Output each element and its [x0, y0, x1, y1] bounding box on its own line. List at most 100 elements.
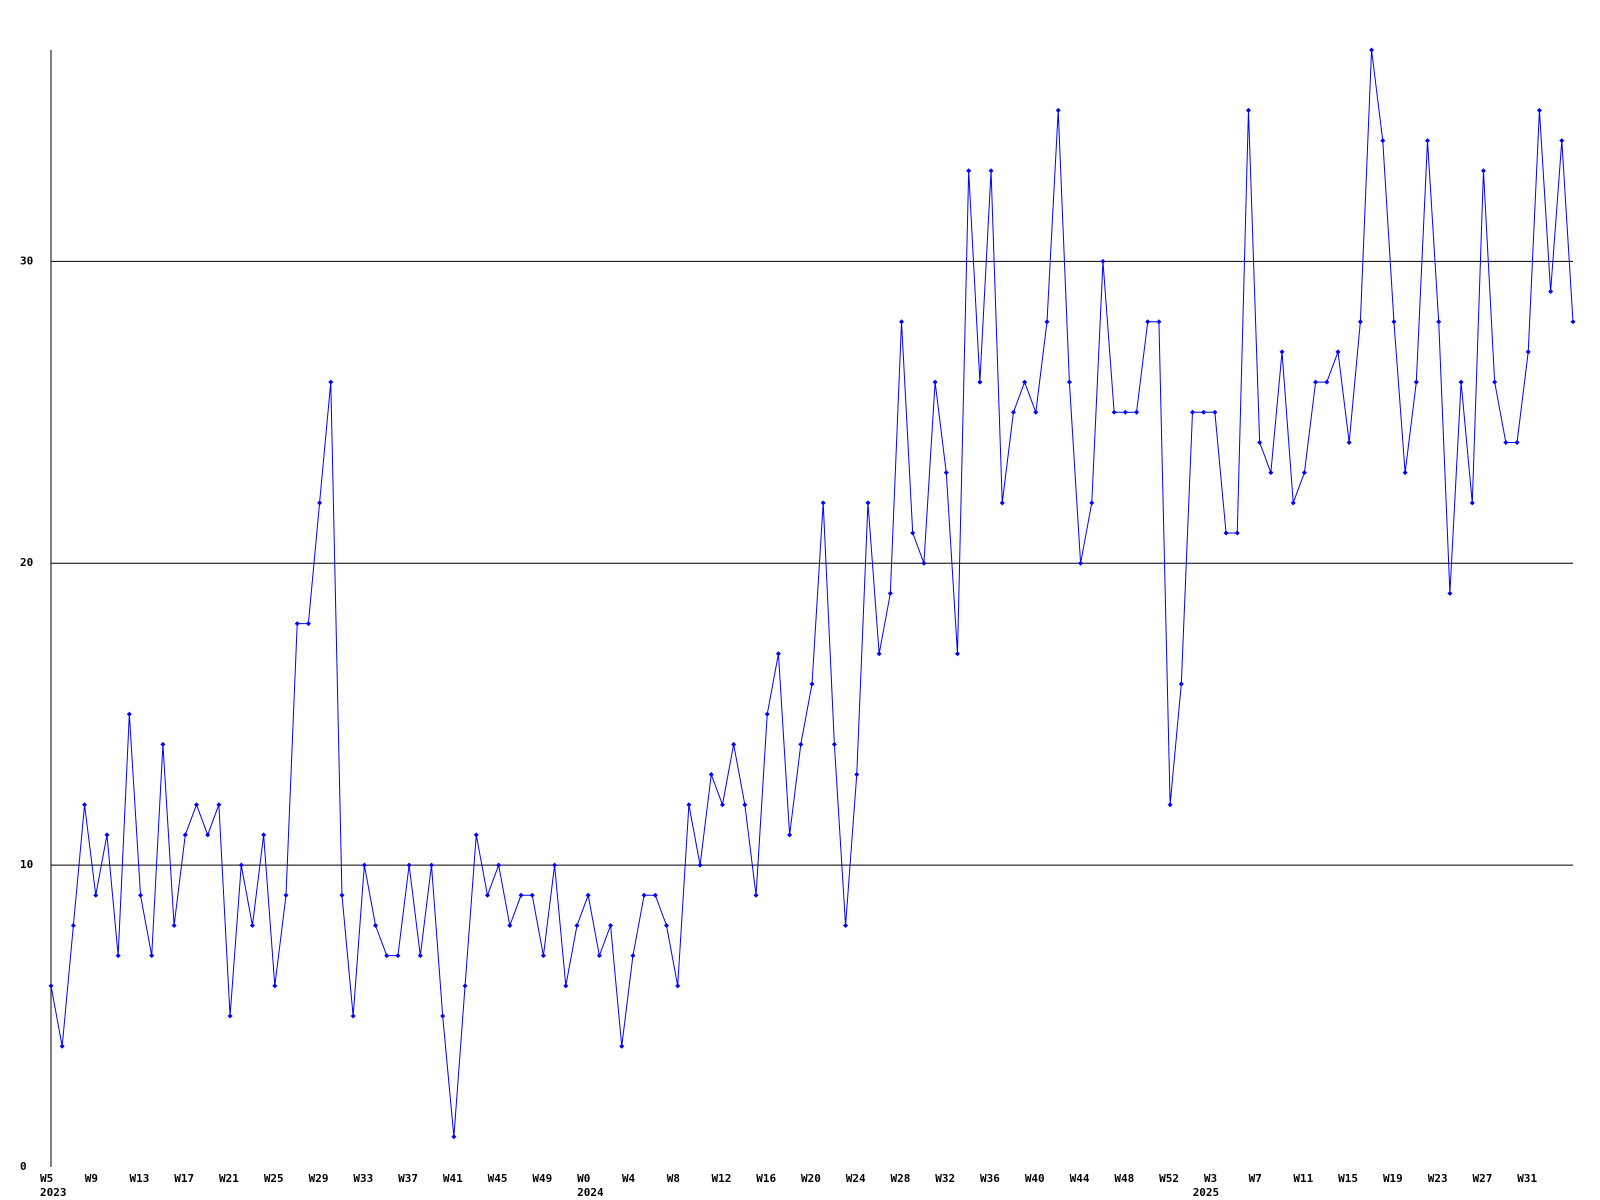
point [932, 379, 938, 385]
point [630, 953, 636, 959]
point [1480, 168, 1486, 174]
y-tick-label: 30 [20, 254, 33, 267]
x-tick-label: W12 [711, 1172, 731, 1185]
point [552, 862, 558, 868]
x-tick-label: W24 [846, 1172, 866, 1185]
point [608, 922, 614, 928]
point [876, 651, 882, 657]
x-tick-label: W44 [1070, 1172, 1090, 1185]
point [126, 711, 132, 717]
y-tick-label: 0 [20, 1160, 27, 1173]
point [1559, 138, 1565, 144]
point [1380, 138, 1386, 144]
point [70, 922, 76, 928]
point [1055, 107, 1061, 113]
point [910, 530, 916, 536]
point [1078, 560, 1084, 566]
point [462, 983, 468, 989]
point [1134, 409, 1140, 415]
point [395, 953, 401, 959]
point [272, 983, 278, 989]
point [1548, 289, 1554, 295]
point [529, 892, 535, 898]
point [1257, 439, 1263, 445]
point [831, 741, 837, 747]
y-tick-label: 20 [20, 556, 33, 569]
point [1234, 530, 1240, 536]
point [809, 681, 815, 687]
point [1033, 409, 1039, 415]
point [350, 1013, 356, 1019]
point [115, 953, 121, 959]
point [675, 983, 681, 989]
point [719, 802, 725, 808]
point [406, 862, 412, 868]
point [1022, 379, 1028, 385]
point [865, 500, 871, 506]
point [1447, 590, 1453, 596]
x-group-label: 2024 [577, 1186, 604, 1199]
x-tick-label: W21 [219, 1172, 239, 1185]
point [193, 802, 199, 808]
point [1111, 409, 1117, 415]
point [731, 741, 737, 747]
point [518, 892, 524, 898]
point [899, 319, 905, 325]
point [1335, 349, 1341, 355]
x-tick-label: W16 [756, 1172, 776, 1185]
point [283, 892, 289, 898]
point [1413, 379, 1419, 385]
x-group-label: 2025 [1193, 1186, 1220, 1199]
point [1201, 409, 1207, 415]
x-tick-label: W31 [1517, 1172, 1537, 1185]
line [50, 49, 1574, 1137]
point [182, 832, 188, 838]
point [1503, 439, 1509, 445]
point [1145, 319, 1151, 325]
point [305, 621, 311, 627]
x-tick-label: W5 [40, 1172, 53, 1185]
point [1313, 379, 1319, 385]
point [82, 802, 88, 808]
point [1525, 349, 1531, 355]
x-tick-label: W32 [935, 1172, 955, 1185]
point [48, 983, 54, 989]
x-tick-label: W36 [980, 1172, 1000, 1185]
point [697, 862, 703, 868]
point [1346, 439, 1352, 445]
x-tick-label: W4 [622, 1172, 636, 1185]
point [921, 560, 927, 566]
point [1290, 500, 1296, 506]
x-tick-label: W33 [353, 1172, 373, 1185]
point [1458, 379, 1464, 385]
x-tick-label: W27 [1472, 1172, 1492, 1185]
point [227, 1013, 233, 1019]
point [1514, 439, 1520, 445]
point [585, 892, 591, 898]
x-tick-label: W3 [1204, 1172, 1217, 1185]
point [373, 922, 379, 928]
point [787, 832, 793, 838]
point [977, 379, 983, 385]
x-tick-label: W41 [443, 1172, 463, 1185]
point [104, 832, 110, 838]
point [574, 922, 580, 928]
x-tick-label: W45 [488, 1172, 508, 1185]
point [1089, 500, 1095, 506]
point [451, 1134, 457, 1140]
point [753, 892, 759, 898]
point [429, 862, 434, 868]
point [1536, 107, 1542, 113]
x-tick-label: W17 [174, 1172, 194, 1185]
point [328, 379, 334, 385]
point [484, 892, 490, 898]
x-tick-label: W13 [130, 1172, 150, 1185]
point [238, 862, 244, 868]
point [507, 922, 513, 928]
point [742, 802, 748, 808]
point [339, 892, 345, 898]
point [138, 892, 144, 898]
point [384, 953, 390, 959]
point [1436, 319, 1442, 325]
